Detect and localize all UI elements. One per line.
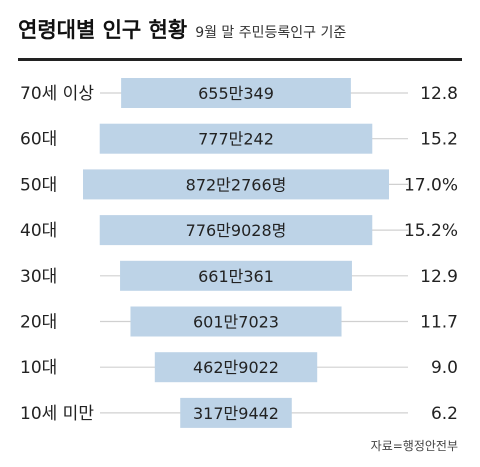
category-label: 60대 (20, 130, 57, 150)
percent-label: 17.0% (404, 175, 458, 195)
chart-subtitle: 9월 말 주민등록인구 기준 (195, 25, 347, 41)
category-label: 40대 (20, 221, 57, 241)
category-label: 20대 (20, 313, 57, 333)
category-label: 70세 이상 (20, 84, 94, 104)
value-label: 317만9442 (193, 404, 279, 423)
percent-label: 12.8 (420, 84, 458, 104)
chart-title: 연령대별 인구 현황 (18, 18, 188, 42)
title-rule (18, 58, 462, 61)
category-label: 10대 (20, 358, 57, 378)
value-label: 462만9022 (193, 358, 279, 377)
category-label: 30대 (20, 267, 57, 287)
bar (83, 169, 389, 200)
bar (120, 260, 352, 291)
value-label: 661만361 (198, 267, 274, 286)
percent-label: 12.9 (420, 267, 458, 287)
percent-label: 6.2 (431, 404, 458, 424)
title-row: 연령대별 인구 현황 9월 말 주민등록인구 기준 (18, 14, 346, 44)
value-label: 776만9028명 (186, 221, 287, 240)
bar (154, 352, 318, 383)
bar (130, 306, 342, 337)
bar (121, 78, 351, 108)
percent-label: 11.7 (420, 313, 458, 333)
value-label: 777만242 (198, 130, 274, 149)
bar (99, 123, 373, 154)
value-label: 601만7023 (193, 313, 279, 332)
percent-label: 15.2% (404, 221, 458, 241)
source-note: 자료=행정안전부 (370, 439, 458, 453)
value-label: 655만349 (198, 84, 274, 103)
percent-label: 9.0 (431, 358, 458, 378)
bar (180, 397, 292, 428)
category-label: 50대 (20, 175, 57, 195)
bar (99, 215, 373, 246)
percent-label: 15.2 (420, 130, 458, 150)
category-label: 10세 미만 (20, 404, 94, 424)
value-label: 872만2766명 (186, 175, 287, 194)
